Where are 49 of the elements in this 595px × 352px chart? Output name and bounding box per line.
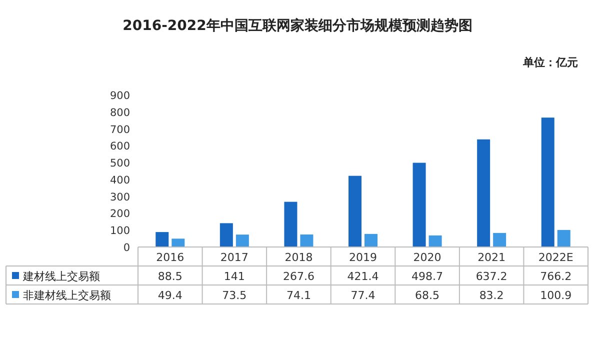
y-tick-label: 900 — [110, 90, 130, 102]
x-tick-label: 2016 — [156, 251, 184, 264]
data-label: 498.7 — [412, 270, 444, 283]
y-tick-label: 200 — [110, 208, 130, 220]
y-tick-label: 300 — [110, 191, 130, 204]
data-label: 421.4 — [347, 270, 379, 283]
x-tick-label: 2019 — [349, 251, 377, 264]
data-label: 77.4 — [350, 289, 376, 302]
data-label: 267.6 — [282, 270, 314, 283]
bar — [493, 232, 506, 247]
bar — [156, 232, 169, 247]
y-tick-label: 0 — [123, 242, 130, 254]
x-tick-label: 2017 — [220, 251, 248, 264]
data-label: 74.1 — [286, 289, 311, 302]
bar — [412, 162, 426, 247]
chart-title: 2016-2022年中国互联网家装细分市场规模预测趋势图 — [122, 17, 472, 34]
data-label: 637.2 — [476, 270, 508, 283]
data-label: 68.5 — [415, 289, 440, 302]
legend-label: 建材线上交易额 — [22, 270, 100, 283]
bar — [541, 118, 554, 247]
data-label: 100.9 — [540, 289, 572, 302]
x-tick-label: 2021 — [478, 251, 506, 264]
bar — [284, 202, 298, 247]
bar — [428, 235, 442, 247]
y-tick-label: 400 — [110, 174, 130, 186]
data-label: 766.2 — [540, 270, 572, 283]
legend-label: 非建材线上交易额 — [23, 289, 111, 302]
bar — [172, 238, 185, 247]
y-tick-label: 700 — [110, 124, 130, 136]
y-tick-label: 800 — [110, 106, 130, 119]
bar — [477, 139, 490, 247]
data-label: 49.4 — [158, 289, 182, 302]
bar — [220, 223, 233, 247]
y-tick-label: 500 — [110, 158, 130, 170]
y-tick-label: 600 — [110, 140, 130, 153]
data-label: 83.2 — [479, 289, 504, 302]
bar — [300, 234, 314, 247]
text: 单位：亿元 — [522, 56, 578, 69]
bar — [348, 176, 362, 247]
y-tick-label: 100 — [110, 225, 130, 238]
bar — [557, 230, 570, 247]
x-tick-label: 2018 — [284, 251, 313, 264]
data-label: 88.5 — [158, 270, 182, 283]
bar — [364, 234, 378, 247]
x-tick-label: 2022E — [538, 251, 574, 264]
data-label: 73.5 — [222, 289, 247, 302]
x-tick-label: 2020 — [413, 251, 442, 264]
data-label: 141 — [224, 270, 245, 283]
bar — [236, 234, 249, 247]
